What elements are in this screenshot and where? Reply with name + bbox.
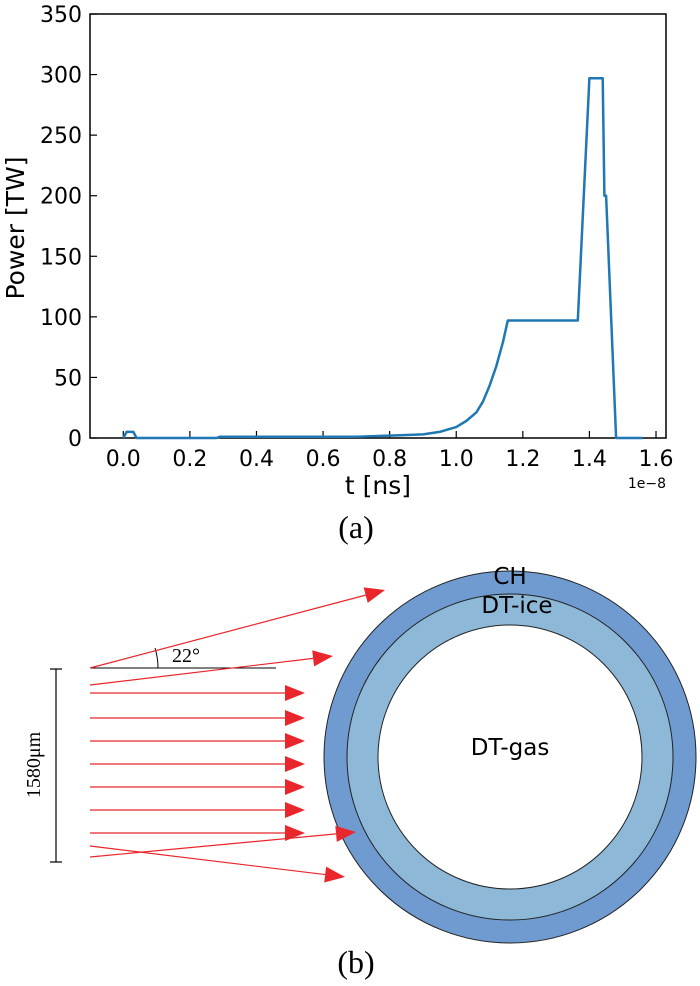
ray-arrowhead xyxy=(285,756,305,772)
ray-line xyxy=(89,845,326,876)
beam-width-label: 1580μm xyxy=(23,731,45,798)
ray-arrowhead xyxy=(285,710,305,726)
ray-arrowhead xyxy=(363,587,385,603)
y-tick-label: 300 xyxy=(40,64,82,89)
x-tick-label: 0.8 xyxy=(372,447,407,472)
y-tick-label: 350 xyxy=(40,3,82,28)
x-tick-label: 0.0 xyxy=(106,447,141,472)
ray-arrowhead xyxy=(285,825,305,841)
dt-ice-label: DT-ice xyxy=(481,593,552,619)
ray-arrowhead xyxy=(335,825,356,842)
ch-label: CH xyxy=(493,564,526,590)
angle-label: 22° xyxy=(172,645,200,667)
y-axis-label: Power [TW] xyxy=(1,156,30,299)
panel-a-label: (a) xyxy=(338,509,374,545)
x-axis-label: t [ns] xyxy=(345,471,411,500)
power-chart: 0.0 0.2 0.4 0.6 0.8 1.0 1.2 1.4 1.6 0 50 100 150 200… xyxy=(1,3,674,500)
ray-line xyxy=(89,657,314,686)
y-tick-label: 50 xyxy=(54,366,82,391)
power-series-line xyxy=(122,76,643,440)
ray-line xyxy=(89,594,366,669)
laser-rays xyxy=(89,587,385,883)
x-tick-label: 1.0 xyxy=(439,447,474,472)
ray-arrowhead xyxy=(285,779,305,795)
ray-arrowhead xyxy=(285,685,305,701)
y-tick-label: 250 xyxy=(40,124,82,149)
ray-arrowhead xyxy=(324,866,345,883)
dt-gas-core xyxy=(377,624,643,890)
y-tick-label: 0 xyxy=(68,427,82,452)
angle-arc xyxy=(154,647,159,669)
y-tick-label: 100 xyxy=(40,306,82,331)
y-tick-label: 200 xyxy=(40,185,82,210)
ray-line xyxy=(89,833,337,858)
x-tick-label: 0.2 xyxy=(172,447,207,472)
x-axis-ticks: 0.0 0.2 0.4 0.6 0.8 1.0 1.2 1.4 1.6 xyxy=(106,431,674,472)
dt-gas-label: DT-gas xyxy=(471,735,550,761)
x-axis-offset: 1e−8 xyxy=(628,476,666,492)
x-tick-label: 0.4 xyxy=(239,447,274,472)
ray-arrowhead xyxy=(312,650,333,667)
x-tick-label: 1.2 xyxy=(505,447,540,472)
panel-b-label: (b) xyxy=(337,944,374,980)
target-diagram: CH DT-ice DT-gas 1580μm 22° xyxy=(23,564,697,944)
y-axis-ticks: 0 50 100 150 200 250 300 350 xyxy=(40,3,97,452)
x-tick-label: 1.4 xyxy=(572,447,607,472)
plot-frame xyxy=(89,13,667,439)
x-tick-label: 1.6 xyxy=(639,447,674,472)
y-tick-label: 150 xyxy=(40,245,82,270)
ray-arrowhead xyxy=(285,733,305,749)
x-tick-label: 0.6 xyxy=(306,447,341,472)
ray-arrowhead xyxy=(285,802,305,818)
